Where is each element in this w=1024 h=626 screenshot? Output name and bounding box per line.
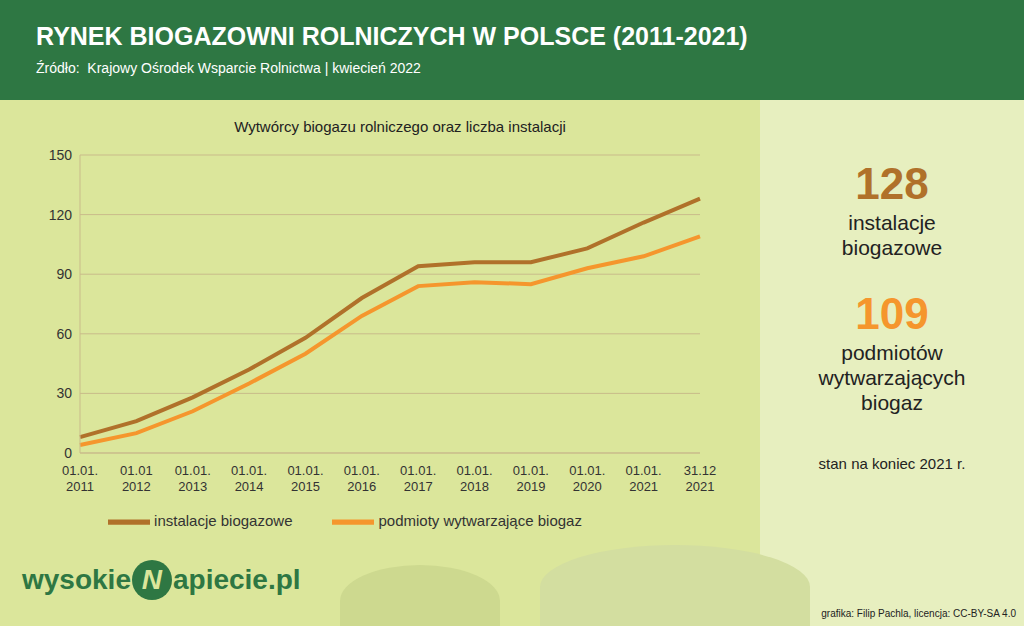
html-text:stan na koniec 2021 r.: stan na koniec 2021 r. <box>818 455 966 472</box>
svg-text:01.01.2020: 01.01.2020 <box>569 463 605 494</box>
svg-text:01.01.2021: 01.01.2021 <box>626 463 662 494</box>
svg-text:30: 30 <box>56 385 72 401</box>
svg-text:120: 120 <box>49 207 73 223</box>
html-text:instalacje biogazowe: instalacje biogazowe <box>841 211 943 259</box>
svg-text:0: 0 <box>64 445 72 461</box>
svg-text:01.01.2016: 01.01.2016 <box>344 463 380 494</box>
svg-text:01.01.2013: 01.01.2013 <box>175 463 211 494</box>
svg-text:01.01.2014: 01.01.2014 <box>231 463 267 494</box>
svg-text:90: 90 <box>56 266 72 282</box>
svg-text:01.01.2019: 01.01.2019 <box>513 463 549 494</box>
svg-text:31.122021: 31.122021 <box>684 463 717 494</box>
svg-text:01.012012: 01.012012 <box>120 463 153 494</box>
html-text:RYNEK BIOGAZOWNI ROLNICZYCH W: RYNEK BIOGAZOWNI ROLNICZYCH W POLSCE (20… <box>36 22 748 50</box>
svg-text:150: 150 <box>49 147 73 163</box>
svg-text:01.01.2017: 01.01.2017 <box>400 463 436 494</box>
svg-text:01.01.2018: 01.01.2018 <box>456 463 492 494</box>
html-text:Źródło: Krajowy Ośrodek Wsparc: Źródło: Krajowy Ośrodek Wsparcie Rolnict… <box>36 60 421 76</box>
html-text:wysokie N apiecie.pl: wysokie N apiecie.pl <box>22 564 301 595</box>
html-text:Wytwórcy biogazu rolniczego or: Wytwórcy biogazu rolniczego oraz liczba … <box>234 118 566 135</box>
html-text:podmioty wytwarzające biogaz: podmioty wytwarzające biogaz <box>378 512 582 529</box>
svg-text:01.01.2011: 01.01.2011 <box>62 463 98 494</box>
html-text:128: 128 <box>855 159 929 208</box>
svg-text:60: 60 <box>56 326 72 342</box>
html-text:instalacje biogazowe: instalacje biogazowe <box>154 512 293 529</box>
html-text:109: 109 <box>855 289 929 338</box>
svg-text:01.01.2015: 01.01.2015 <box>287 463 323 494</box>
html-text:podmiotów wytwarzających bioga: podmiotów wytwarzających biogaz <box>818 341 966 414</box>
html-text:grafika: Filip Pachla, licencj: grafika: Filip Pachla, licencja: CC-BY-S… <box>821 608 1016 619</box>
